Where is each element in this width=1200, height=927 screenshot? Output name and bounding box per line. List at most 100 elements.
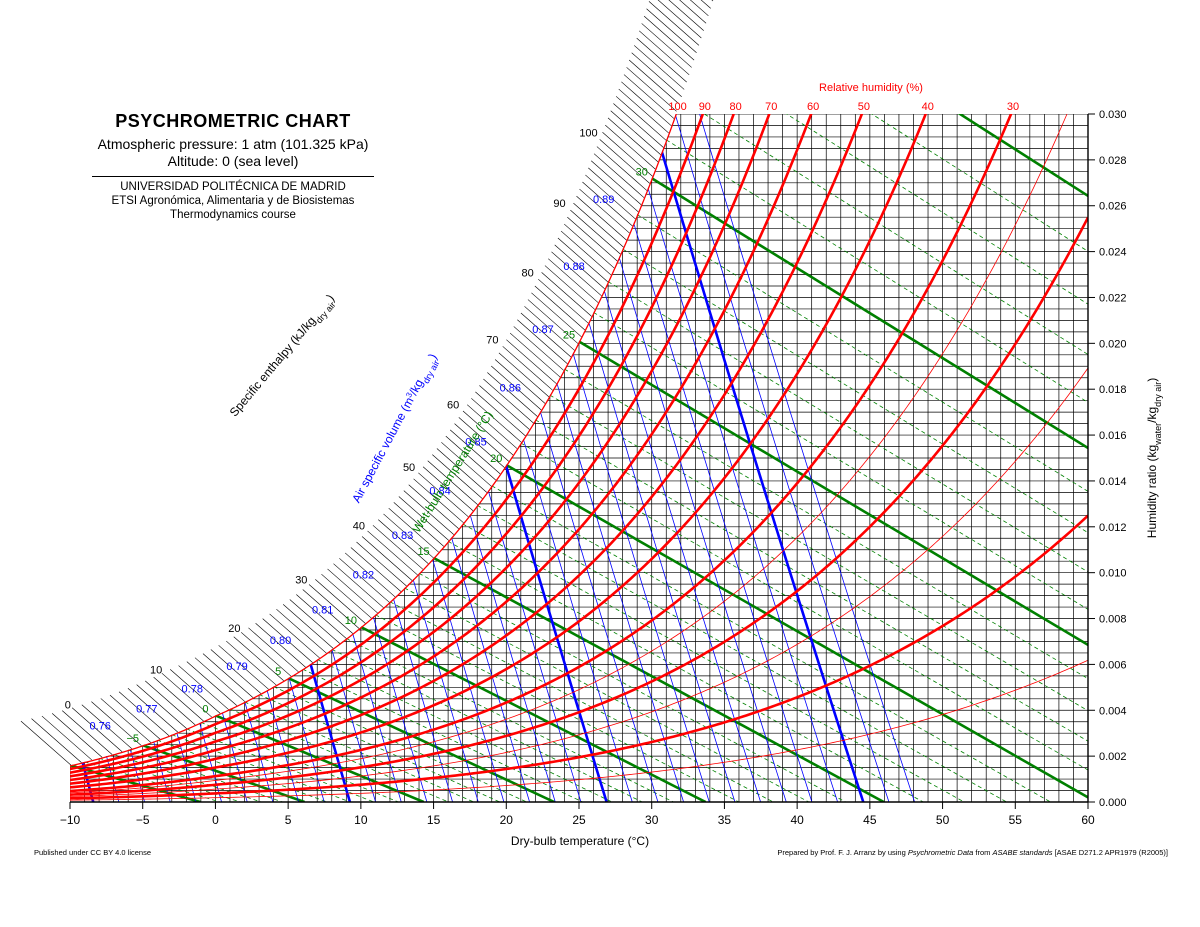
volume-label: 0.79 (226, 661, 247, 673)
enthalpy-hatch (554, 244, 605, 290)
enthalpy-hatch (218, 645, 269, 690)
wet-bulb-line (462, 523, 965, 802)
wet-bulb-line (549, 394, 1088, 802)
chart-title: PSYCHROMETRIC CHART (115, 111, 351, 131)
enthalpy-hatch (255, 623, 306, 668)
enthalpy-hatch (524, 306, 575, 351)
x-tick-label: 5 (285, 813, 292, 827)
y-tick-label: 0.030 (1099, 109, 1127, 121)
enthalpy-hatch (41, 715, 93, 761)
enthalpy-hatch (344, 552, 396, 598)
university-text: UNIVERSIDAD POLITÉCNICA DE MADRID (120, 181, 346, 193)
rh-label: 50 (858, 101, 870, 113)
enthalpy-hatch (560, 230, 612, 276)
volume-line (367, 114, 667, 802)
enthalpy-label: 20 (228, 623, 240, 635)
x-tick-label: 45 (863, 813, 877, 827)
enthalpy-hatch (557, 237, 609, 283)
enthalpy-hatch (145, 680, 196, 726)
axis-ticks: −10 −5 0 5 10 15 20 25 30 35 40 45 50 55 600.0000.0020… (60, 109, 1127, 827)
enthalpy-hatch (631, 52, 682, 97)
enthalpy-hatch (315, 579, 366, 624)
wet-bulb-line (680, 114, 1088, 802)
enthalpy-hatch (454, 423, 505, 468)
enthalpy-hatch (579, 188, 630, 234)
y-tick-label: 0.014 (1099, 476, 1127, 488)
rh-curve (70, 514, 1088, 800)
rh-axis-label: Relative humidity (%) (819, 82, 923, 94)
enthalpy-hatch (711, 0, 714, 2)
enthalpy-label: 60 (447, 400, 459, 412)
chart-title-block: PSYCHROMETRIC CHART Atmospheric pressure… (78, 111, 388, 222)
rh-label: 40 (922, 101, 934, 113)
enthalpy-hatch (509, 332, 561, 378)
course-text: Thermodynamics course (170, 209, 296, 221)
enthalpy-hatch (668, 0, 704, 31)
enthalpy-hatch (240, 632, 292, 677)
enthalpy-hatch (623, 74, 675, 119)
volume-label: 0.88 (563, 261, 584, 273)
volume-label: 0.86 (500, 383, 521, 395)
enthalpy-hatch (378, 519, 429, 564)
enthalpy-hatch (62, 710, 113, 755)
enthalpy-hatch (20, 720, 72, 766)
volume-line (564, 114, 871, 802)
x-tick-label: 60 (1081, 813, 1095, 827)
enthalpy-hatch (186, 661, 238, 706)
relative-humidity-curves (70, 114, 1088, 801)
x-axis-label: Dry-bulb temperature (°C) (511, 834, 649, 848)
pressure-text: Atmospheric pressure: 1 atm (101.325 kPa… (97, 136, 369, 152)
enthalpy-hatch (657, 0, 702, 39)
y-tick-label: 0.016 (1099, 430, 1127, 442)
enthalpy-hatch (534, 285, 586, 331)
enthalpy-hatch (308, 584, 360, 629)
enthalpy-hatch (441, 442, 492, 487)
enthalpy-hatch (393, 502, 444, 547)
enthalpy-hatch (100, 698, 151, 743)
enthalpy-hatch (618, 88, 669, 134)
y-tick-label: 0.000 (1099, 797, 1127, 809)
enthalpy-hatch (483, 378, 534, 424)
y-tick-label: 0.022 (1099, 292, 1127, 304)
rh-label: 30 (1007, 101, 1019, 113)
x-tick-label: 50 (936, 813, 950, 827)
enthalpy-hatch (520, 312, 572, 358)
enthalpy-hatch (136, 684, 187, 729)
wet-bulb-line (622, 248, 1088, 802)
wet-bulb-line (346, 638, 674, 802)
enthalpy-hatch-lines (20, 0, 714, 766)
x-tick-label: 30 (645, 813, 659, 827)
enthalpy-label: 70 (486, 335, 498, 347)
enthalpy-hatch (643, 15, 695, 61)
credits-org: ASABE standards (992, 848, 1053, 857)
y-tick-label: 0.002 (1099, 751, 1127, 763)
volume-line (418, 114, 718, 802)
enthalpy-hatch (449, 429, 501, 475)
enthalpy-hatch (689, 0, 709, 17)
license-text: Published under CC BY 4.0 license (34, 848, 152, 857)
rh-curve (70, 216, 1088, 796)
enthalpy-hatch (513, 326, 564, 371)
wet-bulb-label: 10 (345, 615, 357, 627)
volume-line (585, 114, 901, 802)
enthalpy-label: 0 (65, 700, 71, 712)
rh-curve (70, 114, 1088, 793)
enthalpy-hatch (327, 568, 378, 614)
enthalpy-hatch (582, 181, 633, 227)
volume-line (614, 114, 922, 802)
x-tick-label: −5 (136, 813, 150, 827)
volume-line (513, 114, 820, 802)
enthalpy-hatch (570, 209, 621, 255)
enthalpy-hatch (636, 37, 687, 83)
wet-bulb-line (666, 139, 1088, 802)
enthalpy-hatch (610, 110, 661, 155)
wet-bulb-label: 20 (490, 453, 502, 465)
enthalpy-hatch (613, 103, 664, 148)
enthalpy-hatch (599, 139, 650, 184)
enthalpy-hatch (551, 251, 602, 297)
rh-curve (70, 114, 1088, 774)
enthalpy-hatch (194, 657, 246, 702)
wet-bulb-line (564, 368, 1088, 802)
rh-curve (70, 114, 1088, 778)
volume-label: 0.77 (136, 704, 157, 716)
